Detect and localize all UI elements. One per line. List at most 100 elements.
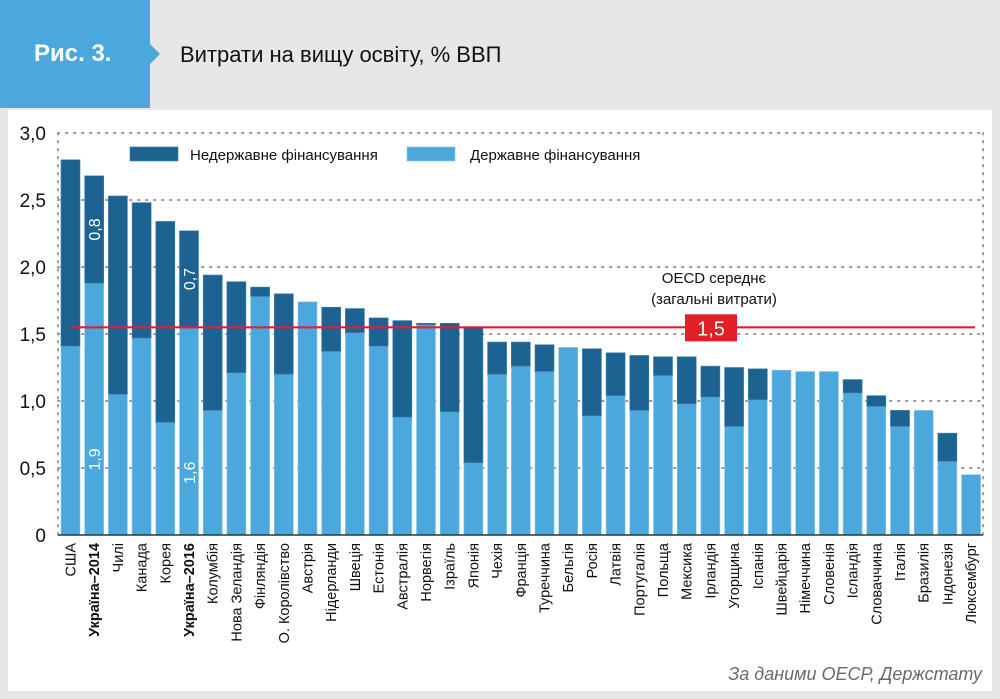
- x-tick-label: Італія: [893, 543, 909, 581]
- bar-private: [321, 306, 342, 352]
- x-tick-label: Мексика: [680, 542, 696, 600]
- bar-private: [842, 379, 863, 394]
- legend-label-private: Недержавне фінансування: [190, 147, 378, 164]
- oecd-label-line1: OECD середнє: [662, 270, 767, 287]
- x-tick-label: Словенія: [822, 543, 838, 605]
- bar-private: [416, 322, 436, 325]
- y-tick-label: 2,0: [20, 258, 46, 279]
- bar-public: [416, 324, 436, 536]
- oecd-value-label: 1,5: [697, 318, 725, 340]
- bar-public: [913, 410, 934, 536]
- bar-private: [629, 355, 650, 411]
- bar-public: [131, 337, 152, 536]
- legend-swatch-public: [406, 146, 456, 162]
- x-tick-label: Туреччина: [538, 542, 554, 613]
- x-tick-label: Індонезія: [940, 543, 956, 605]
- bar-value-label: 1,9: [87, 448, 104, 470]
- header: Рис. 3. Витрати на вищу освіту, % ВВП: [0, 0, 1000, 108]
- x-tick-label: Австрія: [301, 543, 317, 593]
- bar-private: [392, 320, 413, 418]
- bar-value-label: 1,6: [182, 461, 199, 483]
- x-tick-label: Ізраїль: [443, 543, 459, 590]
- bar-private: [439, 322, 460, 413]
- x-tick-label: Чилі: [111, 543, 127, 572]
- bar-public: [510, 365, 531, 536]
- bar-private: [937, 432, 958, 462]
- x-tick-label: Бразилія: [917, 543, 933, 603]
- x-tick-label: Австралія: [395, 543, 411, 610]
- x-tick-label: Колумбія: [206, 543, 222, 604]
- x-tick-label: Норвегія: [419, 543, 435, 602]
- bar-private: [510, 341, 531, 367]
- bar-public: [226, 372, 247, 536]
- x-tick-label: Фінляндія: [253, 543, 269, 609]
- x-tick-label: Латвія: [609, 543, 625, 586]
- bar-public: [937, 460, 958, 536]
- bar-public: [155, 422, 176, 536]
- bar-private: [582, 348, 602, 417]
- figure-badge: Рис. 3.: [0, 0, 150, 108]
- bar-public: [297, 301, 318, 536]
- bar-public: [676, 403, 697, 536]
- y-tick-label: 2,5: [20, 191, 46, 212]
- x-tick-label: Угорщина: [727, 542, 743, 609]
- x-tick-label: Корея: [158, 543, 174, 584]
- x-tick-label: Німеччина: [798, 542, 814, 613]
- oecd-label-line2: (загальні витрати): [651, 291, 777, 308]
- x-tick-label: О. Королівство: [277, 543, 293, 643]
- y-tick-label: 0,5: [20, 459, 46, 480]
- x-tick-label: Росія: [585, 543, 601, 578]
- bar-private: [84, 175, 104, 284]
- bar-public: [84, 282, 104, 536]
- x-tick-label: Нідерланди: [324, 543, 340, 622]
- bar-private: [653, 356, 673, 376]
- bar-public: [890, 426, 910, 536]
- x-tick-label: Україна–2016: [182, 543, 198, 637]
- bar-public: [558, 347, 579, 536]
- bar-public: [487, 373, 507, 536]
- x-tick-label: Чехія: [490, 543, 506, 579]
- y-tick-label: 1,5: [20, 325, 46, 346]
- x-tick-label: Нова Зеландія: [229, 543, 245, 642]
- x-tick-label: Ісландія: [846, 543, 862, 598]
- bar-public: [866, 406, 887, 536]
- x-tick-label: Португалія: [632, 543, 648, 616]
- bar-private: [605, 352, 626, 396]
- bar-public: [250, 296, 270, 536]
- bar-public: [345, 332, 365, 536]
- bar-public: [202, 410, 223, 536]
- bar-value-label: 0,7: [182, 268, 199, 290]
- legend-label-public: Державне фінансування: [470, 147, 640, 164]
- x-tick-label: Швеція: [348, 543, 364, 591]
- bar-private: [368, 317, 389, 347]
- bar-public: [724, 426, 744, 536]
- x-tick-label: Люксембург: [964, 543, 980, 623]
- bar-public: [961, 474, 981, 536]
- y-tick-label: 1,0: [20, 392, 46, 413]
- chart-title: Витрати на вищу освіту, % ВВП: [180, 42, 502, 67]
- figure-label: Рис. 3.: [34, 40, 112, 67]
- x-tick-label: Польща: [656, 542, 672, 597]
- bar-public: [392, 416, 413, 536]
- bar-private: [890, 410, 910, 427]
- bar-private: [202, 274, 223, 411]
- bar-public: [60, 345, 81, 536]
- x-tick-label: Франція: [514, 543, 530, 598]
- x-tick-label: Ірландія: [703, 543, 719, 599]
- x-tick-label: Україна–2014: [87, 543, 103, 637]
- bar-public: [108, 393, 128, 536]
- bar-public: [439, 411, 460, 536]
- x-tick-label: Іспанія: [751, 543, 767, 589]
- bar-private: [534, 344, 555, 372]
- bar-public: [534, 371, 555, 536]
- bar-private: [60, 159, 81, 347]
- bar-private: [866, 395, 887, 407]
- x-tick-label: Естонія: [372, 543, 388, 593]
- bar-public: [321, 351, 342, 536]
- bar-public: [747, 399, 768, 536]
- bar-public: [463, 462, 484, 536]
- y-tick-label: 0: [35, 526, 46, 547]
- bar-private: [724, 367, 744, 427]
- bar-public: [582, 415, 602, 536]
- x-tick-label: Японія: [466, 543, 482, 588]
